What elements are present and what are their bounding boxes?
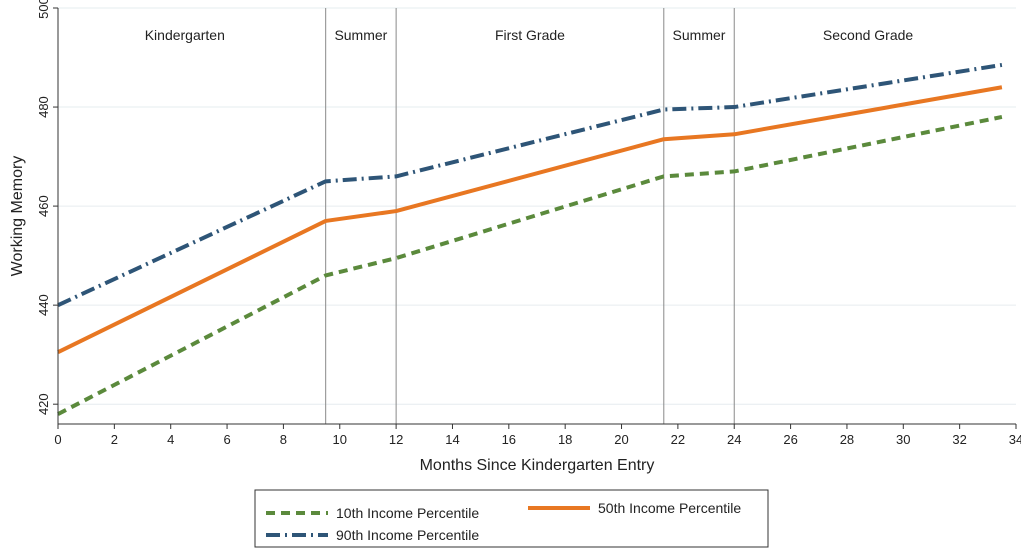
period-label: First Grade <box>495 27 565 43</box>
y-tick-label: 500 <box>36 0 51 19</box>
period-label: Summer <box>334 27 387 43</box>
period-boundaries <box>325 8 735 424</box>
gridlines <box>58 7 1016 405</box>
legend-label: 90th Income Percentile <box>336 527 479 543</box>
x-tick-label: 2 <box>111 432 118 447</box>
series-line <box>57 85 1003 354</box>
legend-label: 50th Income Percentile <box>598 500 741 516</box>
period-label: Kindergarten <box>145 27 225 43</box>
x-tick-label: 16 <box>502 432 516 447</box>
x-tick-label: 18 <box>558 432 572 447</box>
legend-box <box>254 489 769 548</box>
y-tick-label: 440 <box>36 294 51 316</box>
x-tick-label: 22 <box>671 432 685 447</box>
x-tick-label: 30 <box>896 432 910 447</box>
x-tick-label: 20 <box>614 432 628 447</box>
x-tick-label: 6 <box>223 432 230 447</box>
x-tick-label: 0 <box>54 432 61 447</box>
axes: 0 2 4 6 8 10 12 14 16 18 20 22 24 26 28 30 32 34420440460… <box>36 0 1021 447</box>
legend: 10th Income Percentile 50th Income Percen… <box>254 489 769 548</box>
y-tick-label: 480 <box>36 96 51 118</box>
x-tick-label: 28 <box>840 432 854 447</box>
series-line <box>57 62 1003 307</box>
x-tick-label: 12 <box>389 432 403 447</box>
legend-label: 10th Income Percentile <box>336 505 479 521</box>
y-tick-label: 460 <box>36 195 51 217</box>
x-tick-label: 10 <box>333 432 347 447</box>
period-labels: Kindergarten Summer First Grade Summer Secon… <box>145 27 914 43</box>
x-tick-label: 24 <box>727 432 741 447</box>
series-lines <box>57 62 1003 416</box>
x-tick-label: 26 <box>783 432 797 447</box>
x-tick-label: 32 <box>952 432 966 447</box>
period-label: Summer <box>673 27 726 43</box>
y-axis-title: Working Memory <box>9 156 26 277</box>
series-line <box>57 114 1003 416</box>
y-tick-label: 420 <box>36 393 51 415</box>
x-tick-label: 4 <box>167 432 174 447</box>
x-tick-label: 34 <box>1009 432 1021 447</box>
x-tick-label: 14 <box>445 432 459 447</box>
period-label: Second Grade <box>823 27 913 43</box>
x-tick-label: 8 <box>280 432 287 447</box>
x-axis-title: Months Since Kindergarten Entry <box>420 457 655 474</box>
